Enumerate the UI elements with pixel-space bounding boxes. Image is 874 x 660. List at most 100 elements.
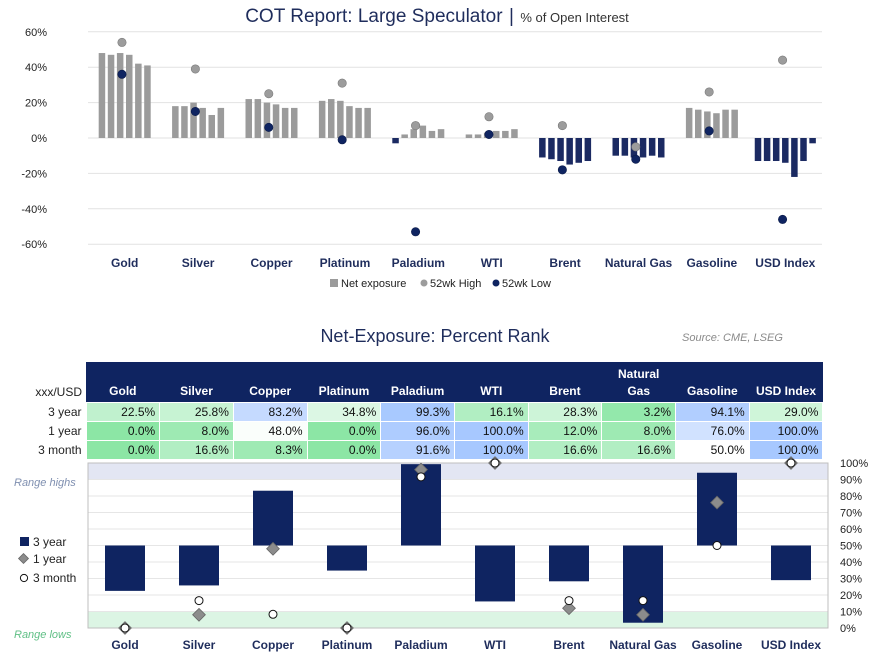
net-exposure-bar-natural-gas	[639, 138, 647, 158]
table-header-row: xxx/USD Gold Silver Copper Platinum Pala…	[16, 362, 823, 403]
net-exposure-bar-natural-gas	[612, 138, 619, 156]
52wk-low-marker-wti	[484, 129, 494, 139]
3month-rank-marker-usd-index	[786, 458, 796, 468]
chart2-x-label-silver: Silver	[183, 638, 216, 652]
net-exposure-bar-natural-gas	[621, 138, 629, 156]
chart2-y-tick-label: 70%	[840, 508, 862, 520]
chart1-x-label-brent: Brent	[549, 256, 580, 270]
1year-rank-marker-gold	[118, 621, 132, 635]
table-cell: 8.0%	[159, 421, 234, 441]
net-exposure-bar-platinum	[328, 99, 335, 138]
3year-rank-bar-paladium	[401, 464, 441, 546]
legend-3year-label: 3 year	[33, 535, 66, 549]
net-exposure-bar-brent	[548, 138, 555, 160]
3month-rank-marker-gold	[120, 623, 130, 633]
chart2-x-label-platinum: Platinum	[322, 638, 373, 652]
52wk-high-marker-natural-gas	[631, 142, 641, 152]
3year-rank-bar-brent	[549, 545, 589, 582]
net-exposure-bar-paladium	[392, 138, 399, 144]
legend-3month-marker	[19, 573, 29, 583]
net-exposure-bar-gold	[144, 65, 151, 138]
chart2-y-tick-label: 30%	[840, 574, 862, 586]
52wk-low-marker-natural-gas	[631, 154, 641, 164]
net-exposure-bar-gold	[126, 54, 133, 139]
net-exposure-bar-gasoline	[731, 109, 738, 138]
net-exposure-bar-paladium	[437, 129, 445, 138]
range-highs-label: Range highs	[14, 477, 76, 489]
chart1-x-label-usd-index: USD Index	[755, 256, 815, 270]
52wk-low-marker-platinum	[337, 135, 347, 145]
chart1-gridlines	[88, 31, 822, 245]
chart1-title-block: COT Report: Large Speculator | % of Open…	[0, 6, 874, 28]
legend-high-marker	[420, 279, 428, 287]
chart2-y-tick-label: 50%	[840, 541, 862, 553]
net-exposure-bar-gasoline	[722, 109, 729, 138]
percent-rank-table: xxx/USD Gold Silver Copper Platinum Pala…	[16, 362, 824, 460]
table-row-label: 1 year	[16, 421, 86, 441]
3month-rank-marker-copper	[268, 609, 278, 619]
chart2-y-tick-label: 60%	[840, 524, 862, 536]
table-cell: 91.6%	[380, 440, 455, 460]
chart1-x-label-copper: Copper	[251, 256, 293, 270]
net-exposure-bar-platinum	[346, 106, 353, 138]
net-exposure-bar-paladium	[401, 134, 408, 138]
net-exposure-bar-platinum	[355, 107, 362, 138]
chart2-range-bands	[88, 463, 828, 628]
table-cell: 96.0%	[380, 421, 455, 441]
3year-rank-bar-gasoline	[697, 472, 737, 546]
52wk-low-marker-brent	[557, 165, 567, 175]
net-exposure-bar-copper	[291, 107, 298, 138]
chart1-x-label-wti: WTI	[481, 256, 503, 270]
1year-rank-marker-copper	[266, 541, 280, 556]
3year-rank-bar-natural-gas	[623, 545, 663, 623]
table-cell: 28.3%	[527, 402, 603, 422]
net-exposure-bar-gold	[135, 63, 142, 138]
table-cell: 0.0%	[85, 440, 161, 460]
3month-rank-marker-paladium	[416, 472, 426, 482]
net-exposure-bar-usd-index	[782, 138, 789, 163]
chart1-y-tick-label: 0%	[31, 133, 47, 145]
legend-3month-label: 3 month	[33, 571, 76, 585]
table-cell: 12.0%	[527, 421, 603, 441]
chart2-x-label-gold: Gold	[111, 638, 138, 652]
1year-rank-marker-paladium	[414, 462, 428, 477]
table-cell: 48.0%	[232, 421, 308, 441]
net-exposure-bar-silver	[172, 106, 179, 138]
chart1-x-label-silver: Silver	[182, 256, 215, 270]
chart1-markers	[117, 37, 788, 237]
chart2-y-tick-label: 100%	[840, 458, 868, 470]
legend-low-label: 52wk Low	[502, 278, 551, 290]
table-cell: 100.0%	[453, 440, 529, 460]
table-cell: 76.0%	[675, 421, 750, 441]
chart2-title: Net-Exposure: Percent Rank	[320, 326, 550, 346]
table-header-wti: WTI	[454, 362, 529, 403]
3month-rank-marker-gasoline	[712, 541, 722, 550]
table-cell: 16.1%	[453, 402, 529, 422]
52wk-high-marker-wti	[484, 112, 494, 122]
3year-rank-bar-silver	[179, 545, 219, 586]
52wk-high-marker-usd-index	[778, 55, 788, 65]
table-header-gold: Gold	[86, 362, 160, 403]
table-cell: 16.6%	[159, 440, 234, 460]
table-cell: 8.3%	[232, 440, 308, 460]
chart1-bars	[98, 53, 816, 177]
chart2-y-tick-label: 0%	[840, 623, 856, 635]
net-exposure-bar-wti	[465, 134, 473, 138]
net-exposure-bar-gold	[98, 53, 106, 138]
legend-low-marker	[492, 279, 500, 287]
52wk-low-marker-paladium	[411, 227, 421, 237]
chart1-title-separator: |	[509, 6, 514, 27]
net-exposure-bar-copper	[272, 104, 280, 138]
table-cell: 22.5%	[85, 402, 161, 422]
net-exposure-bar-copper	[263, 102, 271, 138]
legend-1year-label: 1 year	[33, 552, 66, 566]
3year-rank-bar-copper	[253, 490, 293, 546]
net-exposure-bar-paladium	[428, 130, 436, 138]
table-cell: 50.0%	[675, 440, 750, 460]
net-exposure-bar-usd-index	[763, 138, 771, 162]
chart1-x-label-platinum: Platinum	[320, 256, 371, 270]
table-cell: 8.0%	[601, 421, 676, 441]
net-exposure-bar-copper	[245, 99, 252, 138]
table-header-copper: Copper	[233, 362, 308, 403]
table-cell: 83.2%	[232, 402, 308, 422]
